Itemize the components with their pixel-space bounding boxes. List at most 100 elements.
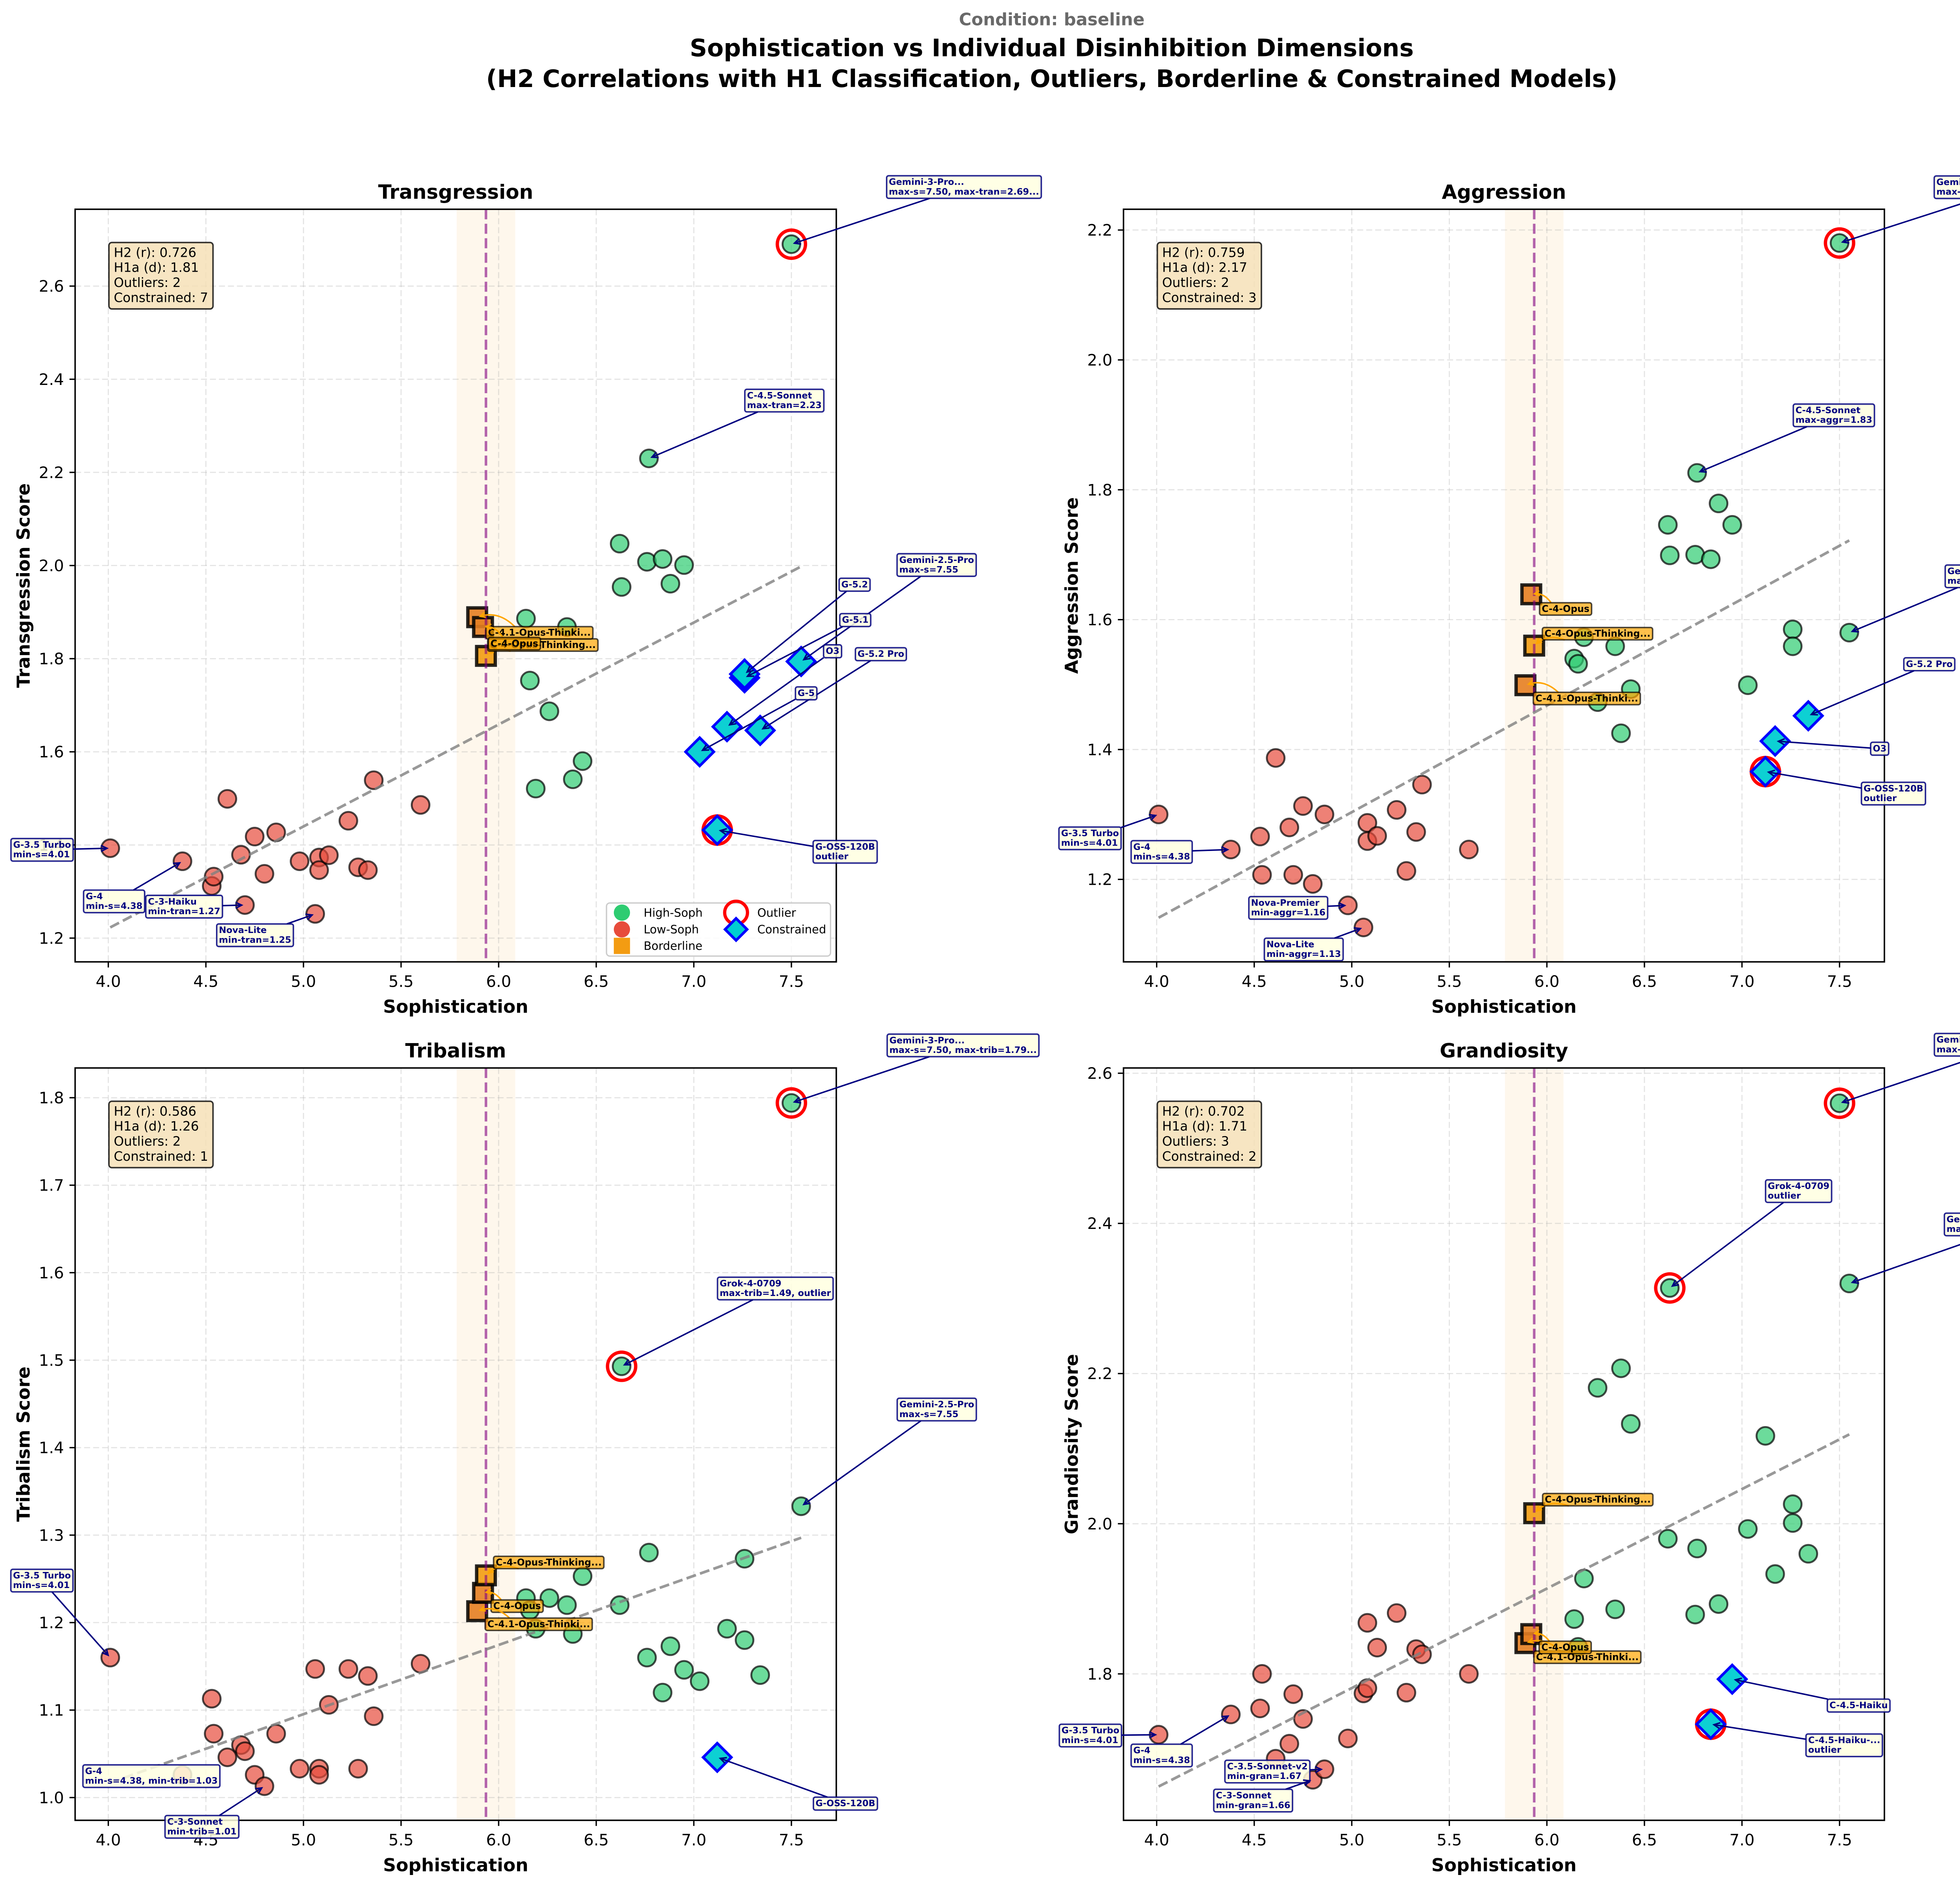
point-high-soph	[573, 1566, 593, 1586]
point-low-soph	[1367, 826, 1387, 846]
x-tick-label: 5.0	[291, 1831, 316, 1850]
annotation-text: outlier	[1768, 1191, 1801, 1201]
axis-ticks: 4.0 4.5 5.0 5.5 6.0 6.5 7.0 7.5 1.8 2.0 2.2 2.4 2.6	[1087, 1064, 1852, 1849]
x-tick-label: 7.0	[681, 1831, 706, 1850]
axis-ticks: 4.04.55.05.56.06.57.07.51.21.41.61.82.02…	[39, 277, 804, 991]
y-tick-label: 2.6	[39, 277, 64, 296]
outlier-ring	[606, 1350, 637, 1382]
annotation-text: min-tran=1.27	[148, 906, 220, 917]
annotation-box	[886, 1033, 1040, 1058]
point-high-soph	[1839, 623, 1859, 643]
annotation-box	[82, 1764, 221, 1788]
point-low-soph	[1338, 1728, 1358, 1748]
annotation-text: G-5.2	[841, 579, 868, 590]
point-low-soph	[348, 1759, 368, 1779]
annotations: Gemini-3-Pro...max-s=7.50, max-tran=2.69…	[10, 175, 1042, 947]
point-low-soph	[1387, 800, 1406, 820]
point-low-soph	[1357, 1613, 1377, 1633]
stats-line: Outliers: 3	[1162, 1134, 1229, 1149]
figure-title: Sophistication vs Individual Disinhibiti…	[690, 34, 1414, 62]
y-tick-label: 2.4	[1087, 1214, 1112, 1233]
annotation-box	[896, 553, 977, 577]
x-tick-label: 5.0	[1339, 973, 1364, 991]
y-tick-label: 1.8	[39, 650, 64, 668]
point-low-soph	[358, 860, 378, 880]
y-tick-label: 1.7	[39, 1176, 64, 1195]
annotation-text: G-4	[1133, 842, 1151, 852]
point-high-soph	[1611, 1358, 1631, 1378]
y-tick-label: 2.6	[1087, 1064, 1112, 1083]
point-low-soph	[338, 1659, 358, 1679]
point-low-soph	[338, 811, 358, 831]
borderline-label-text: C-4.1-Opus-Thinki...	[487, 1619, 590, 1630]
annotation-arrow	[803, 1420, 922, 1505]
point-high-soph	[674, 1660, 694, 1680]
x-tick-label: 6.0	[1534, 973, 1559, 991]
plot-content	[75, 1068, 837, 1820]
annotation-text: max-tran=2.23	[747, 400, 822, 410]
point-constrained	[1716, 1663, 1748, 1695]
arrow-head-icon	[485, 623, 492, 630]
annotation-text: G-3.5 Turbo	[1061, 828, 1119, 839]
annotation-box	[1944, 564, 1960, 588]
point-low-soph	[1406, 822, 1426, 842]
point-high-soph	[1701, 549, 1721, 569]
annotation-box	[1903, 657, 1956, 672]
y-tick-label: 1.8	[1087, 481, 1112, 499]
outlier-ring	[1824, 1087, 1855, 1119]
borderline-label-text: C-4-Opus-Thinking...	[496, 1557, 602, 1568]
annotation-arrow	[1180, 1715, 1229, 1745]
annotation-text: Grok-4-0709	[1768, 1181, 1829, 1191]
borderline-label-box	[1542, 1492, 1654, 1507]
annotation-text: C-4.5-Haiku	[1829, 1701, 1888, 1711]
point-high-soph	[653, 549, 673, 569]
arrow-head-icon	[1354, 927, 1362, 934]
point-low-soph	[1396, 1683, 1416, 1702]
arrow-head-icon	[487, 1567, 494, 1574]
point-high-soph	[1755, 1426, 1775, 1446]
borderline-label: C-4.1-Opus-Thinki...	[479, 612, 594, 640]
point-low-soph	[218, 789, 237, 809]
arrow-head-icon	[1338, 902, 1347, 909]
arrow-head-icon	[1527, 1637, 1534, 1644]
point-low-soph	[1283, 865, 1303, 885]
annotation-arrow	[1778, 741, 1871, 749]
point-high-soph	[750, 1665, 770, 1685]
arrow-head-icon	[623, 1359, 632, 1366]
point-high-soph	[1660, 545, 1680, 565]
x-axis-label: Sophistication	[1431, 996, 1576, 1017]
legend-label: High-Soph	[644, 906, 702, 919]
annotation-text: G-5	[798, 688, 815, 698]
arrow-head-icon	[1851, 1277, 1859, 1284]
y-tick-label: 2.0	[1087, 351, 1112, 369]
x-tick-label: 5.5	[388, 1831, 414, 1850]
annotations: Gemini-3-Pro...max-s=7.50, max-gran=2.56…	[1058, 1033, 1960, 1813]
annotation-text: max-trib=1.49, outlier	[720, 1288, 831, 1298]
x-tick-label: 6.0	[486, 1831, 511, 1850]
arrow-head-icon	[1841, 1097, 1849, 1104]
x-tick-label: 5.5	[388, 973, 414, 991]
annotation-text: G-5.2 Pro	[1906, 659, 1953, 669]
point-low-soph	[319, 845, 339, 865]
arrow-head-icon	[255, 1787, 263, 1794]
point-low-soph	[1293, 796, 1313, 816]
point-constrained	[1759, 725, 1791, 757]
model-annotation: G-5.1	[746, 613, 872, 677]
arrow-head-icon	[1535, 1505, 1543, 1512]
point-low-soph	[231, 845, 251, 865]
annotation-arrow	[1852, 587, 1958, 632]
point-high-soph	[717, 1619, 737, 1639]
borderline-label-box	[490, 1599, 544, 1613]
borderline-label-box	[488, 637, 541, 651]
annotation-arrow	[1852, 1244, 1960, 1283]
annotation-arrow	[133, 862, 180, 891]
annotation-text: outlier	[1808, 1745, 1842, 1755]
